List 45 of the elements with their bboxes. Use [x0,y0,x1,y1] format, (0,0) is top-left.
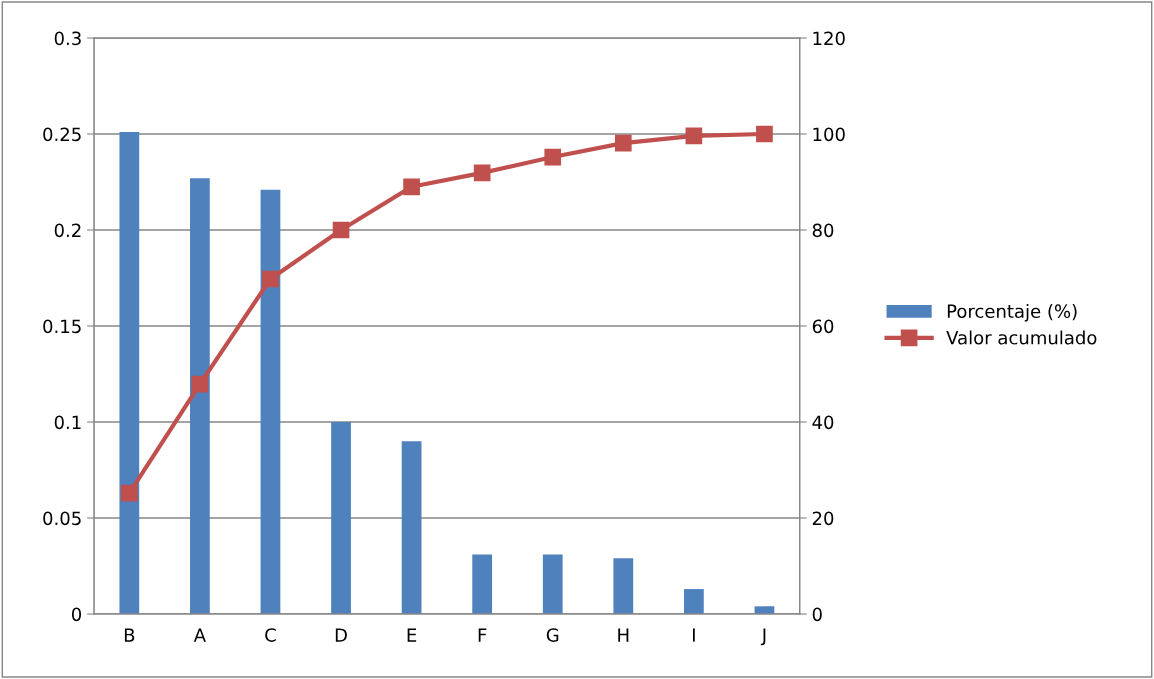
x-tick-label: D [335,628,347,642]
bar [683,589,704,615]
x-tick-label: I [692,628,695,642]
point [191,375,209,393]
bar [260,189,281,615]
x-tick-label: B [124,628,135,642]
y-tick-label: 0.2 [54,223,81,238]
bar [401,441,422,615]
y2-tick-label: 80 [812,223,834,238]
y2-tick-label: 40 [812,415,834,430]
x-tick-label: H [618,628,629,642]
bar [190,178,210,615]
y2-tick-label: 0 [812,607,822,622]
y-tick-label: 0.05 [43,511,81,526]
x-tick-label: F [478,628,487,642]
y-tick-label: 0.25 [43,127,81,142]
y-tick-label: 0.1 [54,415,81,430]
y-tick-label: 0.15 [43,319,81,334]
legend-label: Porcentaje (%) [947,304,1077,322]
bar [331,422,351,615]
y2-tick-label: 100 [813,127,845,142]
point [262,270,279,288]
bar [472,554,493,615]
point [121,484,138,502]
bar [542,554,563,615]
point [756,125,773,143]
x-tick-label: C [265,628,276,642]
x-tick-label: A [193,628,206,642]
point [544,148,562,166]
point [685,127,703,145]
point [332,221,350,239]
y2-tick-label: 20 [812,511,834,526]
y2-tick-label: 120 [813,31,845,46]
y2-tick-label: 60 [812,319,834,334]
point [614,134,632,152]
y-tick-label: 0.3 [54,31,81,46]
x-tick-label: J [760,628,766,646]
x-tick-label: G [546,628,559,642]
y-tick-label: 0 [71,607,82,622]
point [403,178,420,196]
bar [613,558,634,615]
x-tick-label: E [407,628,417,642]
point [473,164,491,182]
legend-label: Valor acumulado [946,330,1097,345]
bar [119,132,140,615]
